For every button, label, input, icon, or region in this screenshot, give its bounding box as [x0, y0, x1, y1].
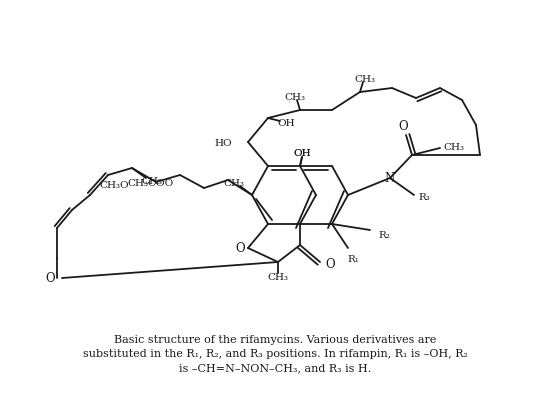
Text: CH₃: CH₃ [355, 75, 376, 83]
Text: CH₃: CH₃ [141, 177, 162, 187]
Text: CH₃O: CH₃O [100, 181, 129, 189]
Text: OH: OH [293, 150, 311, 158]
Text: N: N [385, 172, 395, 185]
Text: CH₃COO: CH₃COO [128, 179, 174, 187]
Text: R₁: R₁ [347, 256, 359, 264]
Text: O: O [398, 121, 408, 133]
Text: HO: HO [214, 139, 232, 148]
Text: R₂: R₂ [378, 231, 390, 239]
Text: O: O [325, 258, 335, 270]
Text: CH₃: CH₃ [443, 143, 465, 152]
Text: CH₃: CH₃ [267, 274, 289, 283]
Text: OH: OH [293, 150, 311, 158]
Text: substituted in the R₁, R₂, and R₃ positions. In rifampin, R₁ is –OH, R₂: substituted in the R₁, R₂, and R₃ positi… [82, 349, 468, 359]
Text: CH₃: CH₃ [284, 93, 305, 102]
Text: Basic structure of the rifamycins. Various derivatives are: Basic structure of the rifamycins. Vario… [114, 335, 436, 345]
Text: O: O [235, 243, 245, 256]
Text: R₃: R₃ [418, 193, 430, 202]
Text: O: O [45, 272, 55, 285]
Text: CH₃: CH₃ [223, 179, 245, 187]
Text: is –CH=N–NON–CH₃, and R₃ is H.: is –CH=N–NON–CH₃, and R₃ is H. [179, 363, 371, 373]
Text: OH: OH [277, 118, 295, 127]
